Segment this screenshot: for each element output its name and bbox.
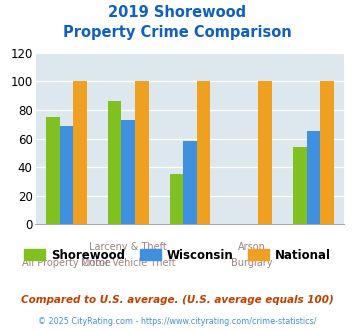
Bar bbox=[73, 82, 87, 224]
Bar bbox=[60, 126, 73, 224]
Text: All Property Crime: All Property Crime bbox=[22, 258, 111, 268]
Bar bbox=[121, 120, 135, 224]
Bar bbox=[183, 142, 197, 224]
Bar bbox=[197, 82, 210, 224]
Text: Burglary: Burglary bbox=[231, 258, 272, 268]
Bar bbox=[46, 117, 60, 224]
Bar bbox=[293, 147, 307, 224]
Text: Larceny & Theft: Larceny & Theft bbox=[89, 243, 167, 252]
Bar bbox=[135, 82, 148, 224]
Text: Motor Vehicle Theft: Motor Vehicle Theft bbox=[81, 258, 175, 268]
Text: Compared to U.S. average. (U.S. average equals 100): Compared to U.S. average. (U.S. average … bbox=[21, 295, 334, 305]
Bar bbox=[170, 174, 183, 224]
Bar bbox=[320, 82, 334, 224]
Text: © 2025 CityRating.com - https://www.cityrating.com/crime-statistics/: © 2025 CityRating.com - https://www.city… bbox=[38, 317, 317, 326]
Bar bbox=[258, 82, 272, 224]
Text: 2019 Shorewood: 2019 Shorewood bbox=[108, 5, 247, 20]
Text: Arson: Arson bbox=[238, 243, 266, 252]
Bar bbox=[307, 131, 320, 224]
Text: Property Crime Comparison: Property Crime Comparison bbox=[63, 25, 292, 40]
Legend: Shorewood, Wisconsin, National: Shorewood, Wisconsin, National bbox=[20, 244, 335, 266]
Bar bbox=[108, 101, 121, 224]
